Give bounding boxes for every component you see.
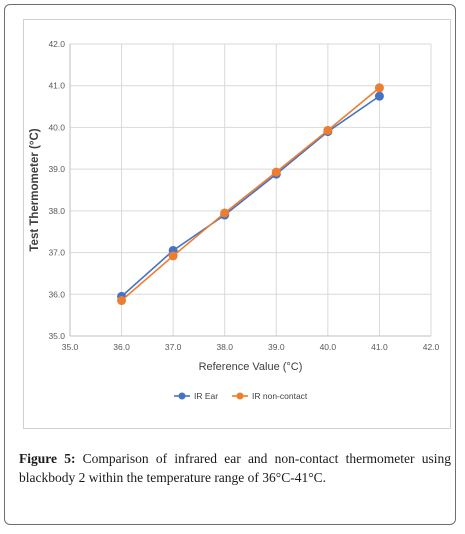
data-point: [323, 125, 333, 135]
caption-label: Figure 5:: [19, 451, 76, 466]
axes: [69, 44, 431, 337]
x-tick-label: 42.0: [423, 342, 440, 352]
legend-swatch-marker: [178, 392, 186, 400]
x-tick-label: 38.0: [216, 342, 233, 352]
y-tick-label: 40.0: [48, 122, 65, 132]
y-tick-label: 39.0: [48, 164, 65, 174]
figure-frame: 35.0 36.0 37.0 38.0 39.0 40.0 41.0 42.0 35.0 36.0…: [4, 4, 456, 525]
legend-label: IR Ear: [194, 391, 218, 401]
legend-label: IR non-contact: [252, 391, 308, 401]
x-tick-label: 40.0: [320, 342, 337, 352]
x-tick-label: 41.0: [371, 342, 388, 352]
data-point: [374, 83, 384, 93]
y-tick-label: 42.0: [48, 39, 65, 49]
gridlines: [69, 43, 432, 337]
x-tick-label: 39.0: [268, 342, 285, 352]
x-tick-label: 36.0: [113, 342, 130, 352]
data-point: [271, 167, 281, 177]
data-point: [220, 208, 230, 218]
data-point: [117, 296, 127, 306]
y-tick-label: 35.0: [48, 331, 65, 341]
y-axis-title: Test Thermometer (°C): [29, 128, 41, 251]
line-chart: 35.0 36.0 37.0 38.0 39.0 40.0 41.0 42.0 35.0 36.0…: [29, 39, 440, 401]
x-tick-label: 37.0: [165, 342, 182, 352]
tick-labels: 35.0 36.0 37.0 38.0 39.0 40.0 41.0 42.0 35.0 36.0…: [48, 39, 439, 352]
caption-text: Comparison of infrared ear and non-conta…: [19, 451, 452, 485]
y-tick-label: 37.0: [48, 248, 65, 258]
y-tick-label: 38.0: [48, 206, 65, 216]
x-tick-label: 35.0: [62, 342, 79, 352]
legend-swatch-marker: [236, 392, 244, 400]
figure-caption: Figure 5: Comparison of infrared ear and…: [19, 449, 451, 487]
y-tick-label: 36.0: [48, 289, 65, 299]
legend: IR Ear IR non-contact: [174, 391, 308, 401]
y-tick-label: 41.0: [48, 81, 65, 91]
data-point: [374, 91, 384, 101]
series-line: [121, 87, 380, 302]
x-axis-title: Reference Value (°C): [199, 361, 303, 373]
series-lines: [117, 83, 384, 306]
data-point: [168, 251, 178, 261]
series-line: [121, 95, 380, 297]
chart-area: 35.0 36.0 37.0 38.0 39.0 40.0 41.0 42.0 35.0 36.0…: [23, 19, 451, 429]
